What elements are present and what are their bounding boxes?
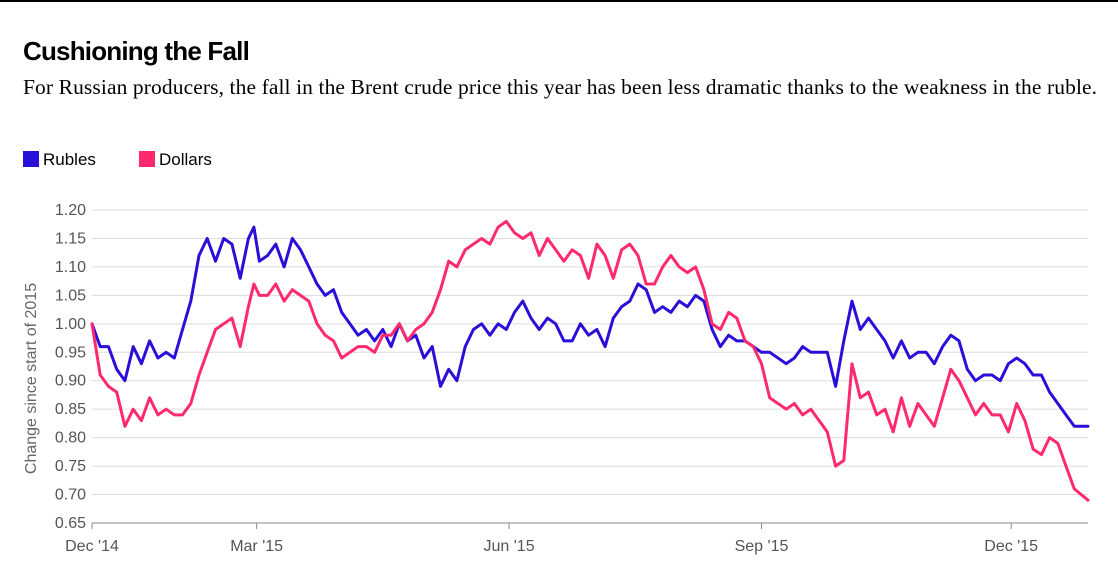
y-tick-label: 0.95	[55, 344, 86, 361]
legend-item-rubles: Rubles	[23, 150, 96, 170]
x-tick-label: Mar '15	[230, 538, 283, 555]
series-line-dollars	[90, 219, 1090, 502]
y-tick-label: 1.00	[55, 316, 86, 333]
y-tick-label: 1.20	[55, 202, 86, 219]
y-tick-label: 1.05	[55, 287, 86, 304]
y-tick-label: 0.85	[55, 401, 86, 418]
legend-label-dollars: Dollars	[159, 150, 212, 169]
y-axis-label: Change since start of 2015	[23, 283, 40, 474]
chart-title: Cushioning the Fall	[23, 36, 250, 66]
legend-swatch-rubles	[23, 151, 39, 167]
legend-item-dollars: Dollars	[139, 150, 212, 170]
legend-swatch-dollars	[139, 151, 155, 167]
y-tick-label: 0.80	[55, 430, 86, 447]
y-tick-label: 0.75	[55, 458, 86, 475]
chart-subtitle: For Russian producers, the fall in the B…	[23, 75, 1098, 99]
y-tick-label: 0.65	[55, 515, 86, 532]
x-tick-label: Jun '15	[484, 538, 535, 555]
series-line-rubles	[90, 225, 1090, 428]
legend-label-rubles: Rubles	[43, 150, 96, 169]
y-tick-label: 1.15	[55, 230, 86, 247]
y-tick-label: 0.70	[55, 487, 86, 504]
y-tick-label: 1.10	[55, 259, 86, 276]
x-tick-label: Dec '14	[65, 538, 119, 555]
top-rule	[0, 0, 1118, 2]
y-tick-label: 0.90	[55, 373, 86, 390]
x-tick-label: Sep '15	[735, 538, 789, 555]
x-tick-label: Dec '15	[984, 538, 1038, 555]
